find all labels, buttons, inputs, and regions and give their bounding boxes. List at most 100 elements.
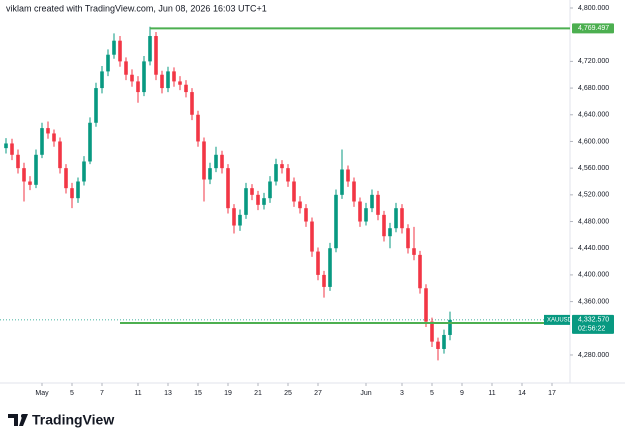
- x-tick-label: 7: [100, 390, 104, 397]
- logo: TradingView: [8, 412, 114, 428]
- y-tick-label: 4,800.000: [578, 5, 609, 12]
- candle-body: [298, 201, 302, 209]
- x-tick-label: 19: [224, 390, 232, 397]
- candle-body: [124, 61, 128, 75]
- candle-body: [40, 128, 44, 155]
- candle-body: [166, 71, 170, 89]
- candle-body: [76, 181, 80, 199]
- candle-body: [202, 141, 206, 180]
- candle-body: [148, 36, 152, 62]
- y-tick-label: 4,360.000: [578, 298, 609, 305]
- candle-body: [94, 88, 98, 123]
- x-tick-label: 21: [254, 390, 262, 397]
- candle-body: [160, 74, 164, 89]
- candle-body: [424, 288, 428, 322]
- candle-body: [70, 188, 74, 199]
- x-tick-label: 13: [164, 390, 172, 397]
- candle-body: [64, 168, 68, 189]
- candle-body: [352, 181, 356, 202]
- candle-body: [340, 169, 344, 195]
- x-tick-label: 11: [134, 390, 141, 397]
- x-tick-label: 14: [518, 390, 526, 397]
- y-tick-label: 4,520.000: [578, 192, 609, 199]
- last-price-label: 4,332.570: [578, 317, 609, 324]
- level-label: 4,769.497: [578, 25, 609, 32]
- candle-body: [220, 154, 224, 169]
- candle-body: [232, 208, 236, 226]
- x-tick-label: 3: [400, 390, 404, 397]
- x-tick-label: 5: [430, 390, 434, 397]
- candle-body: [118, 40, 122, 62]
- candle-body: [322, 274, 326, 287]
- y-tick-label: 4,600.000: [578, 138, 609, 145]
- x-tick-label: 25: [284, 390, 292, 397]
- y-tick-label: 4,680.000: [578, 85, 609, 92]
- candle-body: [130, 74, 134, 82]
- x-tick-label: 5: [70, 390, 74, 397]
- candle-body: [412, 248, 416, 255]
- candle-body: [238, 214, 242, 226]
- symbol-label: XAUUSD: [547, 317, 573, 323]
- x-tick-label: May: [35, 390, 49, 397]
- candle-body: [196, 114, 200, 142]
- candle-body: [316, 251, 320, 275]
- candle-body: [292, 181, 296, 202]
- candle-body: [22, 168, 26, 182]
- candle-body: [142, 61, 146, 93]
- candle-body: [88, 122, 92, 162]
- candle-body: [226, 168, 230, 209]
- candle-body: [250, 188, 254, 195]
- candle-body: [388, 228, 392, 237]
- candle-body: [34, 154, 38, 185]
- y-tick-label: 4,400.000: [578, 272, 609, 279]
- x-tick-label: 9: [460, 390, 464, 397]
- candle-body: [46, 128, 50, 134]
- candle-body: [256, 194, 260, 205]
- candle-body: [184, 84, 188, 93]
- candle-body: [268, 181, 272, 199]
- header: viklam created with TradingView.com, Jun…: [6, 3, 267, 13]
- candle-body: [112, 40, 116, 55]
- candle-body: [262, 198, 266, 205]
- candle-body: [100, 71, 104, 89]
- candle-body: [244, 188, 248, 215]
- brand: TradingView: [32, 412, 114, 428]
- candle-body: [106, 54, 110, 72]
- y-tick-label: 4,720.000: [578, 58, 609, 65]
- candle-body: [436, 341, 440, 349]
- x-tick-label: 17: [548, 390, 556, 397]
- candle-body: [364, 208, 368, 222]
- level-label-box: [572, 23, 614, 34]
- last-price-box: [572, 314, 614, 334]
- candle-body: [10, 143, 14, 155]
- candle-body: [280, 164, 284, 169]
- candle-body: [304, 208, 308, 222]
- candle-body: [58, 141, 62, 169]
- candle-body: [328, 248, 332, 287]
- candle-body: [310, 221, 314, 252]
- candle-body: [208, 168, 212, 180]
- candle-body: [172, 71, 176, 82]
- candle-body: [358, 201, 362, 222]
- y-tick-label: 4,640.000: [578, 112, 609, 119]
- candle-body: [406, 228, 410, 249]
- candle-body: [16, 154, 20, 169]
- candle-body: [274, 164, 278, 182]
- candle-body: [442, 334, 446, 349]
- candle-body: [178, 81, 182, 85]
- candle-body: [394, 208, 398, 229]
- y-tick-label: 4,480.000: [578, 218, 609, 225]
- symbol-box: [544, 314, 570, 325]
- candle-body: [400, 208, 404, 229]
- candle-body: [154, 36, 158, 75]
- candle-body: [214, 154, 218, 169]
- candle-body: [28, 181, 32, 185]
- candle-body: [418, 254, 422, 289]
- candle-body: [346, 169, 350, 182]
- candle-body: [82, 161, 86, 182]
- candle-body: [370, 194, 374, 209]
- y-tick-label: 4,280.000: [578, 352, 609, 359]
- candle-body: [448, 319, 452, 335]
- x-tick-label: 11: [488, 390, 495, 397]
